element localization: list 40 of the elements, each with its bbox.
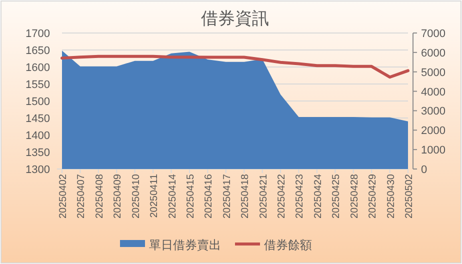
y2-tick-label: 0 [421, 164, 428, 176]
y2-tick-label: 3000 [421, 106, 446, 118]
y-tick-label: 1450 [26, 113, 50, 125]
x-tick-label: 20250411 [149, 174, 160, 218]
x-tick-label: 20250418 [240, 174, 252, 218]
y-tick-label: 1400 [26, 130, 50, 142]
legend-label: 借券餘額 [264, 238, 312, 252]
y-tick-label: 1500 [26, 96, 50, 108]
y2-tick-label: 4000 [421, 86, 446, 98]
x-tick-label: 20250417 [222, 174, 233, 218]
x-tick-label: 20250422 [276, 174, 288, 218]
y-tick-label: 1600 [26, 62, 50, 74]
y2-tick-label: 5000 [421, 66, 446, 79]
x-tick-label: 20250409 [112, 174, 124, 218]
x-tick-label: 20250502 [404, 174, 415, 218]
legend-label: 單日借券賣出 [149, 238, 221, 252]
y2-tick-label: 2000 [421, 125, 446, 138]
x-tick-label: 20250430 [386, 174, 397, 218]
x-tick-label: 20250416 [204, 174, 215, 218]
x-tick-label: 20250423 [294, 174, 306, 218]
y2-tick-label: 6000 [421, 47, 446, 60]
x-tick-label: 20250424 [312, 174, 324, 218]
y-tick-label: 1550 [26, 79, 50, 91]
x-tick-label: 20250414 [167, 174, 178, 218]
y2-tick-label: 7000 [421, 28, 446, 40]
y-tick-label: 1700 [26, 28, 50, 40]
x-tick-label: 20250429 [368, 174, 379, 218]
x-tick-label: 20250421 [258, 174, 270, 218]
x-tick-label: 20250415 [185, 174, 196, 218]
title: 借券資訊 [201, 9, 269, 28]
x-tick-label: 20250407 [76, 174, 88, 218]
x-tick-label: 20250402 [58, 174, 69, 218]
x-tick-label: 20250410 [130, 174, 142, 218]
x-tick-label: 20250425 [331, 174, 342, 218]
y2-tick-label: 1000 [421, 144, 446, 157]
y-tick-label: 1350 [26, 147, 50, 159]
y-tick-label: 1300 [26, 164, 50, 176]
x-tick-label: 20250408 [94, 174, 106, 218]
x-tick-label: 20250428 [349, 174, 360, 218]
y-tick-label: 1650 [26, 45, 50, 57]
